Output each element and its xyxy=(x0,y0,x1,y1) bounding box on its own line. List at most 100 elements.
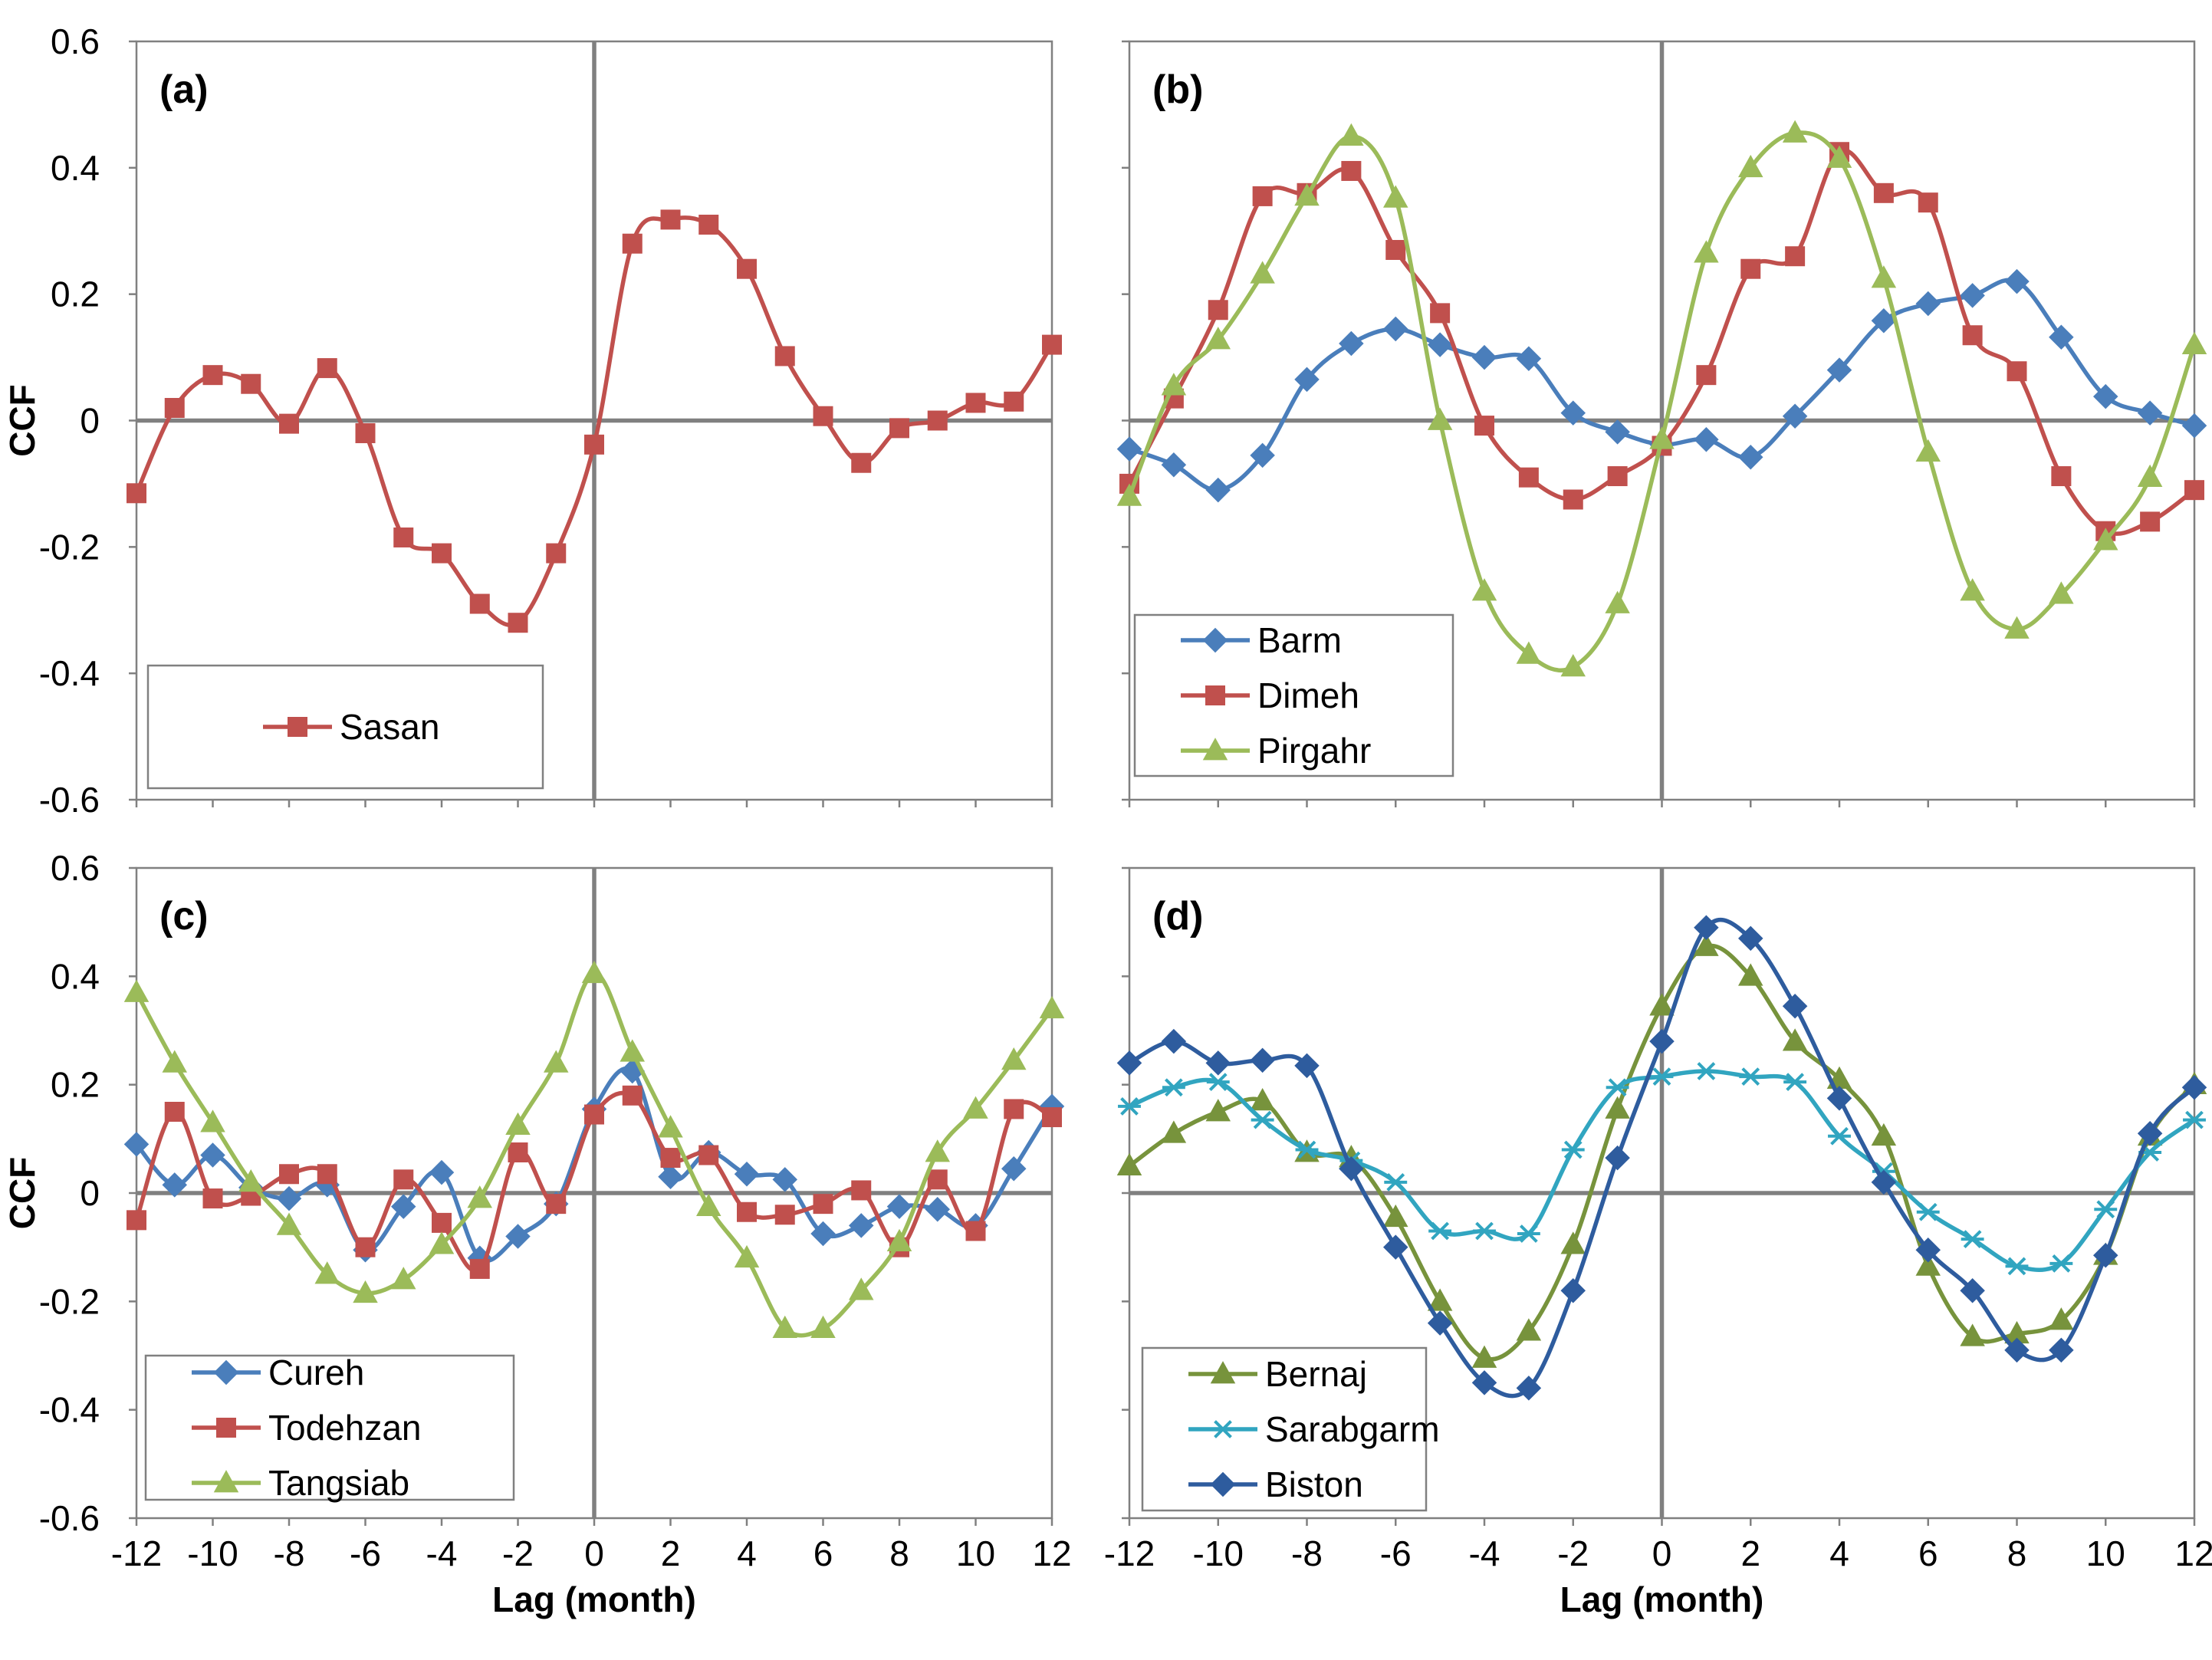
y-tick-label: -0.2 xyxy=(39,527,100,567)
data-point xyxy=(584,1104,604,1125)
legend-label: Todehzan xyxy=(268,1408,422,1448)
data-point xyxy=(317,358,337,379)
data-point xyxy=(1116,436,1142,462)
x-tick-label: 0 xyxy=(1652,1533,1672,1573)
series-biston xyxy=(1116,915,2207,1401)
series-tangsiab xyxy=(123,960,1065,1339)
legend-label: Barm xyxy=(1257,620,1342,660)
data-point xyxy=(1427,332,1453,357)
data-point xyxy=(1960,283,1985,308)
data-point xyxy=(1516,346,1542,371)
panel-d: -12 -10 -8 -6 -4 -2 0 2 4 6 8 10 12 Lag (month) (d) Ber… xyxy=(1104,866,2212,1619)
data-point xyxy=(851,1180,872,1201)
x-tick-label: -8 xyxy=(274,1533,305,1573)
data-point xyxy=(202,1188,223,1209)
data-point xyxy=(1118,1097,1141,1116)
data-point xyxy=(1873,182,1894,203)
data-point xyxy=(317,1164,337,1185)
data-point xyxy=(1518,467,1539,488)
data-point xyxy=(1826,357,1852,383)
data-point xyxy=(1427,1288,1453,1311)
data-point xyxy=(469,593,490,614)
data-point xyxy=(1250,442,1275,468)
data-point xyxy=(1871,1123,1897,1146)
legend-entry-cureh: Cureh xyxy=(192,1353,364,1392)
data-point xyxy=(851,452,872,473)
data-point xyxy=(1252,186,1273,206)
data-point xyxy=(696,1193,721,1217)
y-tick-label: 0.2 xyxy=(51,274,100,314)
x-tick-label: 2 xyxy=(661,1533,681,1573)
data-point xyxy=(1563,489,1583,510)
data-point xyxy=(774,346,795,367)
data-point xyxy=(467,1185,492,1208)
legend-swatch-marker xyxy=(213,1470,239,1493)
x-tick-label: -4 xyxy=(1469,1533,1500,1573)
data-point xyxy=(1915,1237,1941,1263)
data-point xyxy=(276,1185,302,1211)
data-point xyxy=(2007,361,2027,382)
data-point xyxy=(1250,261,1275,284)
data-point xyxy=(1383,316,1408,342)
data-point xyxy=(658,1164,683,1190)
legend-swatch-marker xyxy=(1210,1471,1236,1497)
data-point xyxy=(886,1194,912,1219)
data-point xyxy=(581,960,607,984)
data-point xyxy=(1782,403,1808,429)
y-tick-label: 0.4 xyxy=(51,148,100,188)
y-axis-title: CCF xyxy=(2,384,42,457)
legend-entry-barm: Barm xyxy=(1181,620,1342,660)
data-point xyxy=(2049,324,2074,350)
panel-label: (b) xyxy=(1152,67,1203,112)
data-point xyxy=(1294,1053,1320,1079)
data-point xyxy=(1738,154,1763,178)
data-point xyxy=(1828,1126,1851,1146)
data-point xyxy=(1116,1050,1142,1076)
data-point xyxy=(1871,265,1897,288)
legend-swatch-marker xyxy=(1205,685,1225,705)
data-point xyxy=(2004,268,2030,294)
data-point xyxy=(1782,993,1808,1019)
data-point xyxy=(1341,160,1362,181)
legend-swatch-marker xyxy=(1202,738,1228,761)
data-point xyxy=(2137,400,2163,426)
data-point xyxy=(925,1196,950,1222)
data-point xyxy=(813,406,833,426)
data-point xyxy=(1649,426,1675,449)
data-point xyxy=(1871,1169,1897,1195)
data-point xyxy=(2181,331,2207,354)
data-point xyxy=(1294,367,1320,393)
data-point xyxy=(1383,185,1408,208)
data-point xyxy=(200,1109,225,1132)
data-point xyxy=(963,1096,988,1119)
data-point xyxy=(622,1085,643,1106)
data-point xyxy=(1471,1370,1497,1395)
data-point xyxy=(810,1221,836,1247)
legend-swatch-marker xyxy=(1202,627,1228,653)
data-point xyxy=(2181,413,2207,439)
data-point xyxy=(813,1194,833,1215)
legend-label: Bernaj xyxy=(1265,1354,1367,1394)
y-tick-label: 0.6 xyxy=(51,848,100,888)
data-point xyxy=(1561,1140,1585,1159)
data-point xyxy=(127,1210,146,1231)
data-point xyxy=(432,1212,452,1233)
legend-box xyxy=(146,664,544,790)
x-tick-label: 4 xyxy=(1829,1533,1849,1573)
data-point xyxy=(1960,578,1985,601)
data-point xyxy=(1042,334,1062,355)
data-point xyxy=(2005,1257,2029,1276)
data-point xyxy=(737,258,757,279)
data-point xyxy=(1001,1155,1027,1182)
x-tick-label: 12 xyxy=(2174,1533,2212,1573)
panel-a: -0.6 -0.4 -0.2 0 0.2 0.4 0.6 CCF (a) Sasan xyxy=(2,21,1062,820)
series-line xyxy=(1127,130,2197,672)
data-point xyxy=(391,1267,416,1290)
x-tick-label: 8 xyxy=(889,1533,909,1573)
legend: Sasan xyxy=(146,664,544,790)
data-point xyxy=(698,1145,719,1165)
panel-label: (c) xyxy=(159,894,209,938)
data-point xyxy=(164,1102,185,1122)
legend-label: Biston xyxy=(1265,1464,1363,1504)
